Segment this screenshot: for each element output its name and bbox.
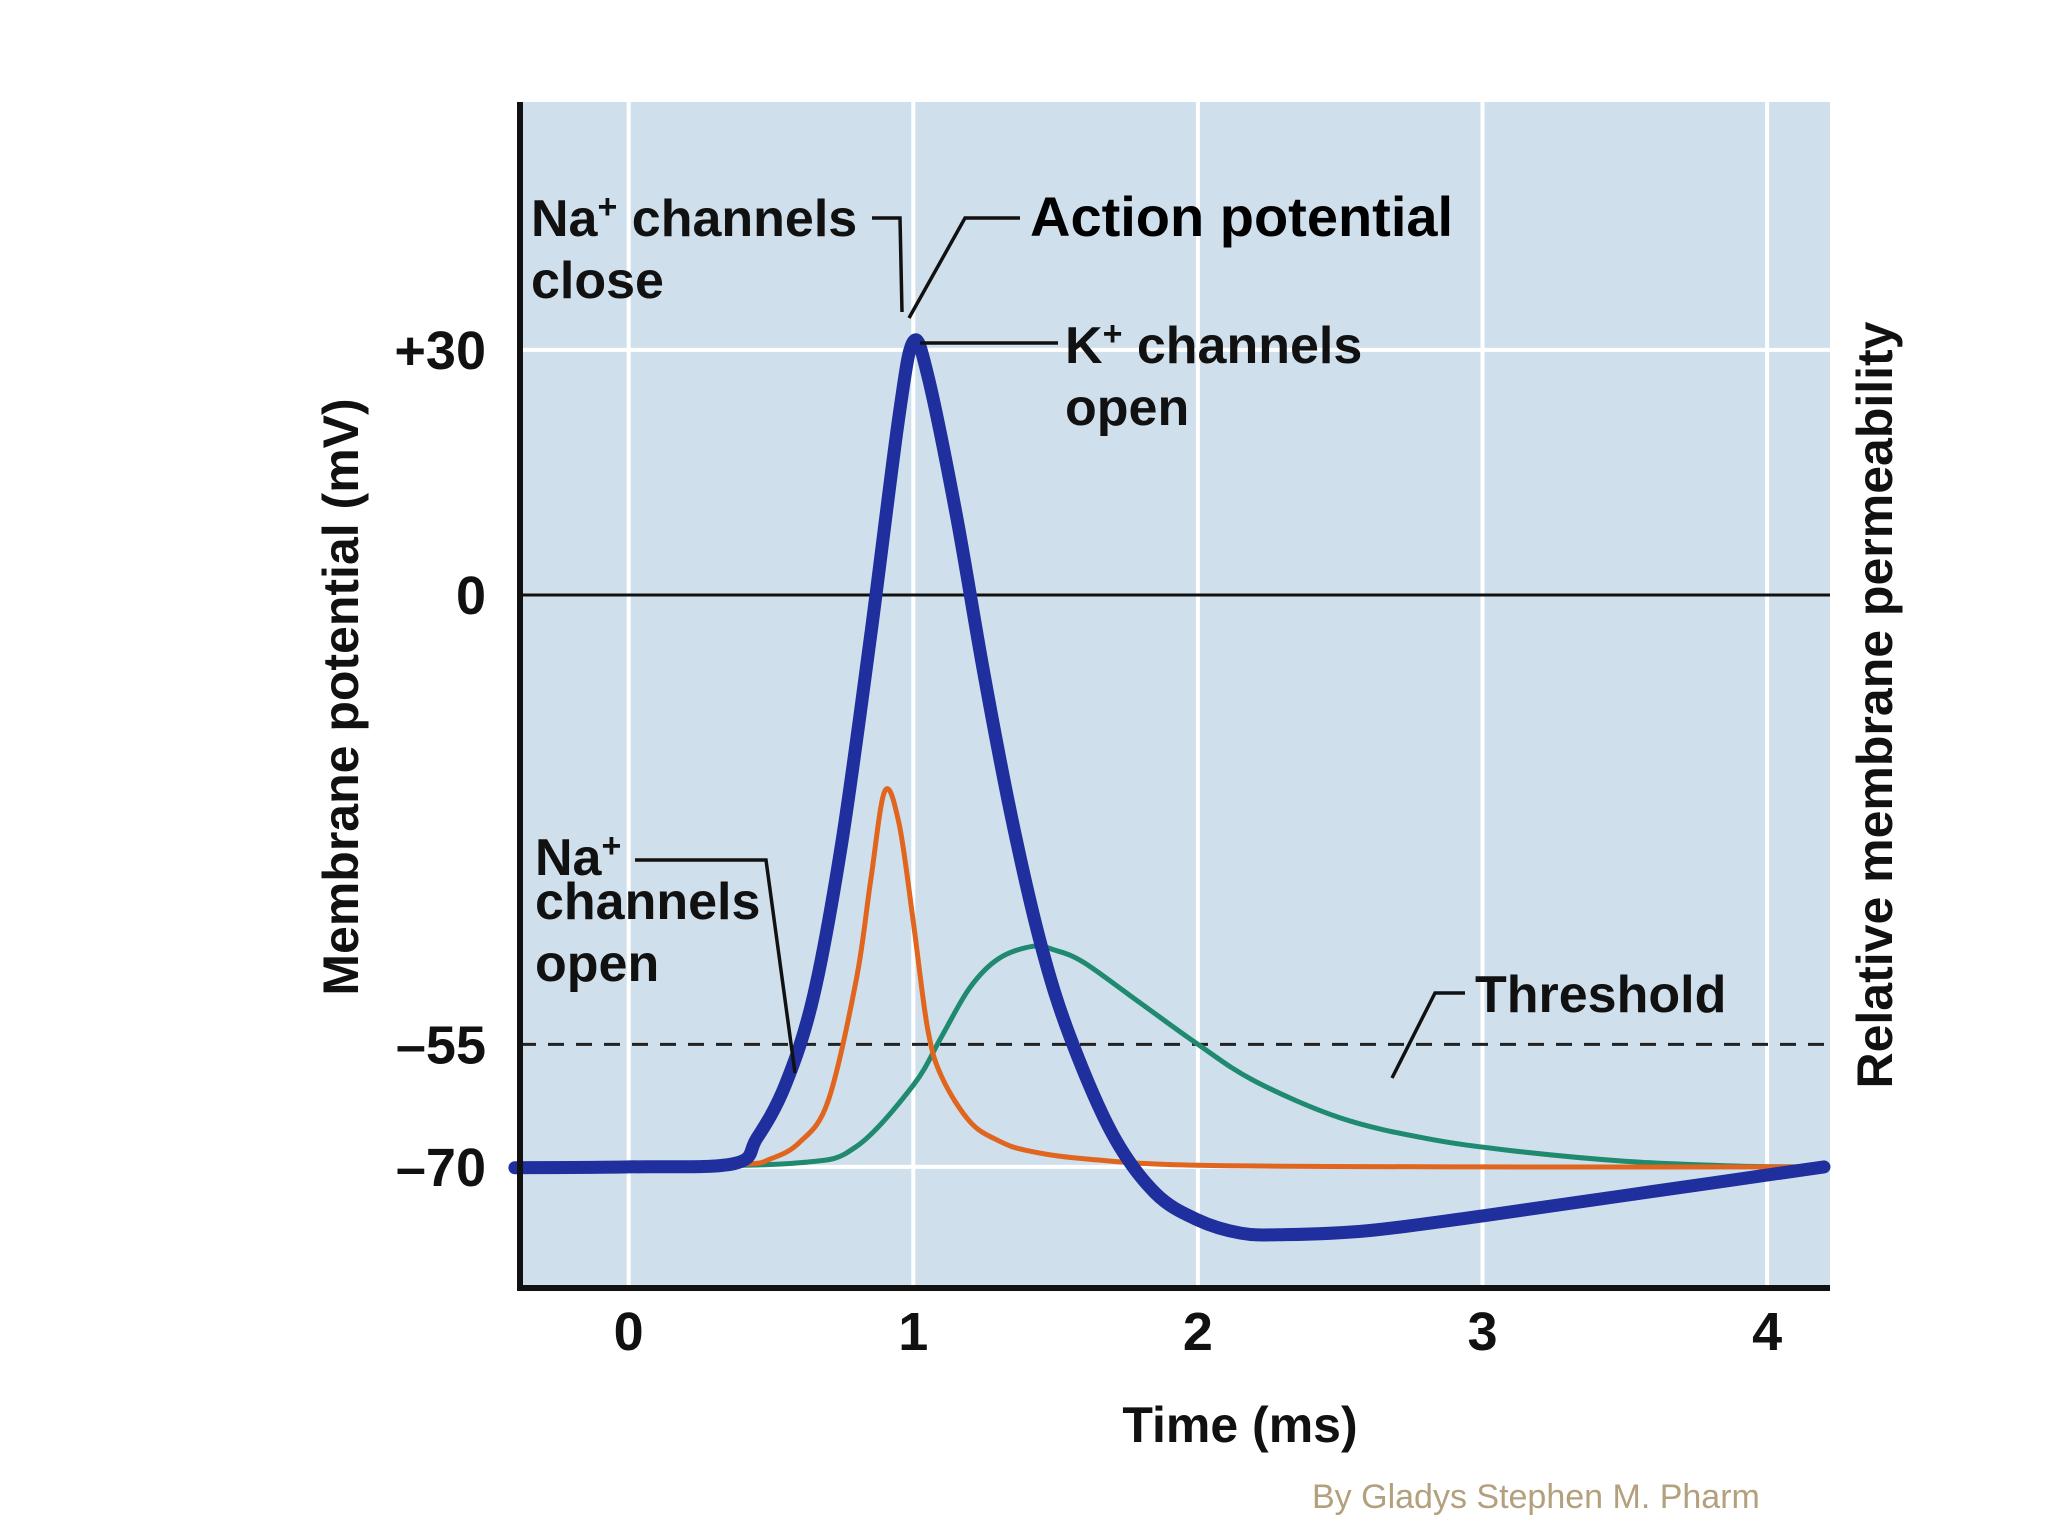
series-k-permeability: [512, 943, 1827, 1170]
x-axis-title: Time (ms): [1122, 1397, 1357, 1453]
series-membrane-potential: [508, 333, 1831, 1242]
annotation-text-part: channels: [617, 190, 857, 248]
axes: [517, 102, 1830, 1291]
y-axis-title: Membrane potential (mV): [313, 398, 369, 995]
annotation-text-part: K: [1065, 317, 1103, 375]
annotation-na-open-line-2: channels: [535, 873, 760, 931]
leader-lines: [635, 216, 1465, 1079]
annotation-na-close-line-2: close: [531, 252, 664, 310]
series-na-permeability: [512, 786, 1827, 1170]
annotation-text-part: Na: [535, 829, 603, 887]
superscript-plus: +: [597, 188, 617, 226]
y2-axis-title: Relative membrane permeability: [1847, 321, 1903, 1088]
annotation-k-open-line-2: open: [1065, 379, 1189, 437]
y-tick-label-3: –70: [396, 1138, 486, 1198]
annotation-text-part: Na: [531, 190, 599, 248]
annotation-k-open-line-1: K+ channels: [1065, 315, 1362, 375]
curves: [508, 333, 1831, 1242]
leader-action-potential: [907, 216, 1020, 319]
annotation-text-part: channels: [1122, 317, 1362, 375]
leader-threshold: [1390, 991, 1465, 1079]
annotation-na-open-line-1: Na+: [535, 827, 621, 887]
x-tick-label-0: 0: [614, 1302, 644, 1362]
chart-title: Action potential: [1030, 185, 1453, 248]
plot-background: [520, 102, 1830, 1288]
leader-na-open: [635, 858, 797, 1074]
superscript-plus: +: [1103, 315, 1123, 353]
x-tick-label-4: 4: [1752, 1302, 1782, 1362]
x-tick-label-3: 3: [1467, 1302, 1497, 1362]
credit-text: By Gladys Stephen M. Pharm: [1312, 1478, 1760, 1516]
y-tick-label-1: 0: [456, 566, 486, 626]
x-tick-label-2: 2: [1183, 1302, 1213, 1362]
annotation-threshold: Threshold: [1475, 966, 1726, 1024]
annotation-k-open: K+ channels open: [1065, 315, 1377, 437]
y-tick-label-2: –55: [396, 1015, 486, 1075]
annotation-na-open-line-3: open: [535, 935, 659, 993]
superscript-plus: +: [601, 827, 621, 865]
annotation-na-open: Na+ channels open: [535, 811, 775, 993]
leader-na-close: [872, 216, 904, 313]
ticks: 0 1 2 3 4 +30 0 –55 –70: [394, 321, 1782, 1362]
y-tick-label-0: +30: [394, 321, 486, 381]
x-tick-label-1: 1: [898, 1302, 928, 1362]
annotation-na-close: Na+ channels close: [531, 188, 872, 310]
annotation-na-close-line-1: Na+ channels: [531, 188, 857, 248]
